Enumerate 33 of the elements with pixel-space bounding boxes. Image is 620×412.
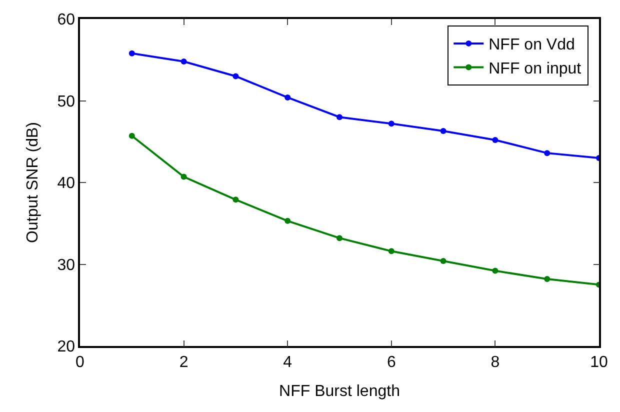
point [492, 136, 498, 143]
y-tick-label: 30 [57, 256, 76, 274]
y-axis-title: Output SNR (dB) [24, 122, 42, 243]
x-axis-title: NFF Burst length [279, 383, 400, 400]
x-tick-label: 0 [76, 354, 85, 371]
legend-label: NFF on input [488, 60, 582, 78]
x-tick-label: 4 [283, 354, 292, 371]
y-tick-label: 20 [57, 338, 76, 356]
x-tick-label: 10 [590, 354, 608, 371]
point [284, 94, 291, 100]
point [180, 174, 187, 180]
point [544, 150, 550, 156]
point [440, 128, 446, 134]
point [128, 132, 135, 139]
legend-label: NFF on Vdd [488, 36, 575, 54]
y-tick-label: 60 [57, 12, 76, 29]
point [544, 276, 550, 282]
point [388, 248, 394, 254]
point [232, 73, 239, 80]
point [492, 268, 498, 274]
y-tick-label: 40 [57, 175, 76, 192]
point [180, 58, 187, 65]
x-tick-label: 6 [386, 354, 396, 371]
point [232, 196, 239, 203]
point [128, 50, 135, 56]
point [440, 258, 446, 264]
point [336, 114, 342, 120]
x-tick-label: 2 [179, 354, 188, 371]
y-tick-label: 50 [57, 93, 76, 110]
point [388, 120, 394, 127]
point [336, 235, 342, 242]
x-tick-label: 8 [490, 354, 500, 371]
point [284, 218, 291, 224]
